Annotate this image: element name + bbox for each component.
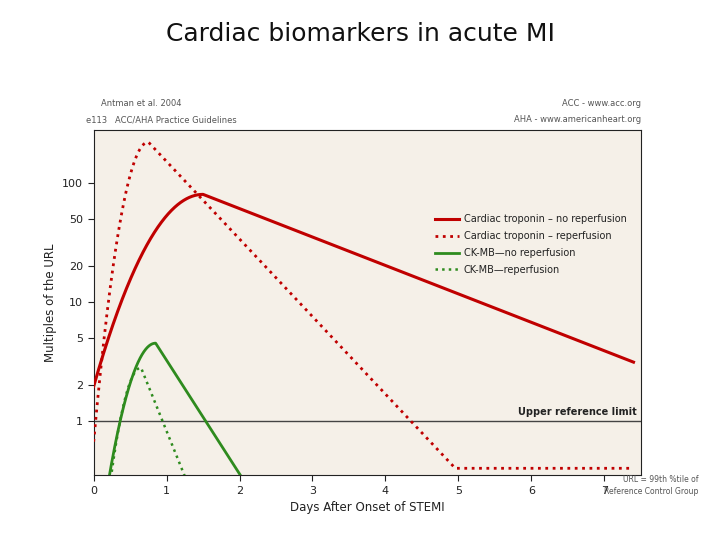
X-axis label: Days After Onset of STEMI: Days After Onset of STEMI: [290, 501, 444, 514]
Y-axis label: Multiples of the URL: Multiples of the URL: [44, 243, 57, 362]
Text: AHA - www.americanheart.org: AHA - www.americanheart.org: [513, 115, 641, 124]
Text: e113   ACC/AHA Practice Guidelines: e113 ACC/AHA Practice Guidelines: [86, 115, 237, 124]
Text: Cardiac biomarkers in acute MI: Cardiac biomarkers in acute MI: [166, 22, 554, 45]
Text: Upper reference limit: Upper reference limit: [518, 407, 637, 417]
Legend: Cardiac troponin – no reperfusion, Cardiac troponin – reperfusion, CK-MB—no repe: Cardiac troponin – no reperfusion, Cardi…: [431, 211, 631, 279]
Text: Antman et al. 2004: Antman et al. 2004: [101, 99, 181, 108]
Text: URL = 99th %tile of
Reference Control Group: URL = 99th %tile of Reference Control Gr…: [604, 475, 698, 496]
Text: ACC - www.acc.org: ACC - www.acc.org: [562, 99, 641, 108]
